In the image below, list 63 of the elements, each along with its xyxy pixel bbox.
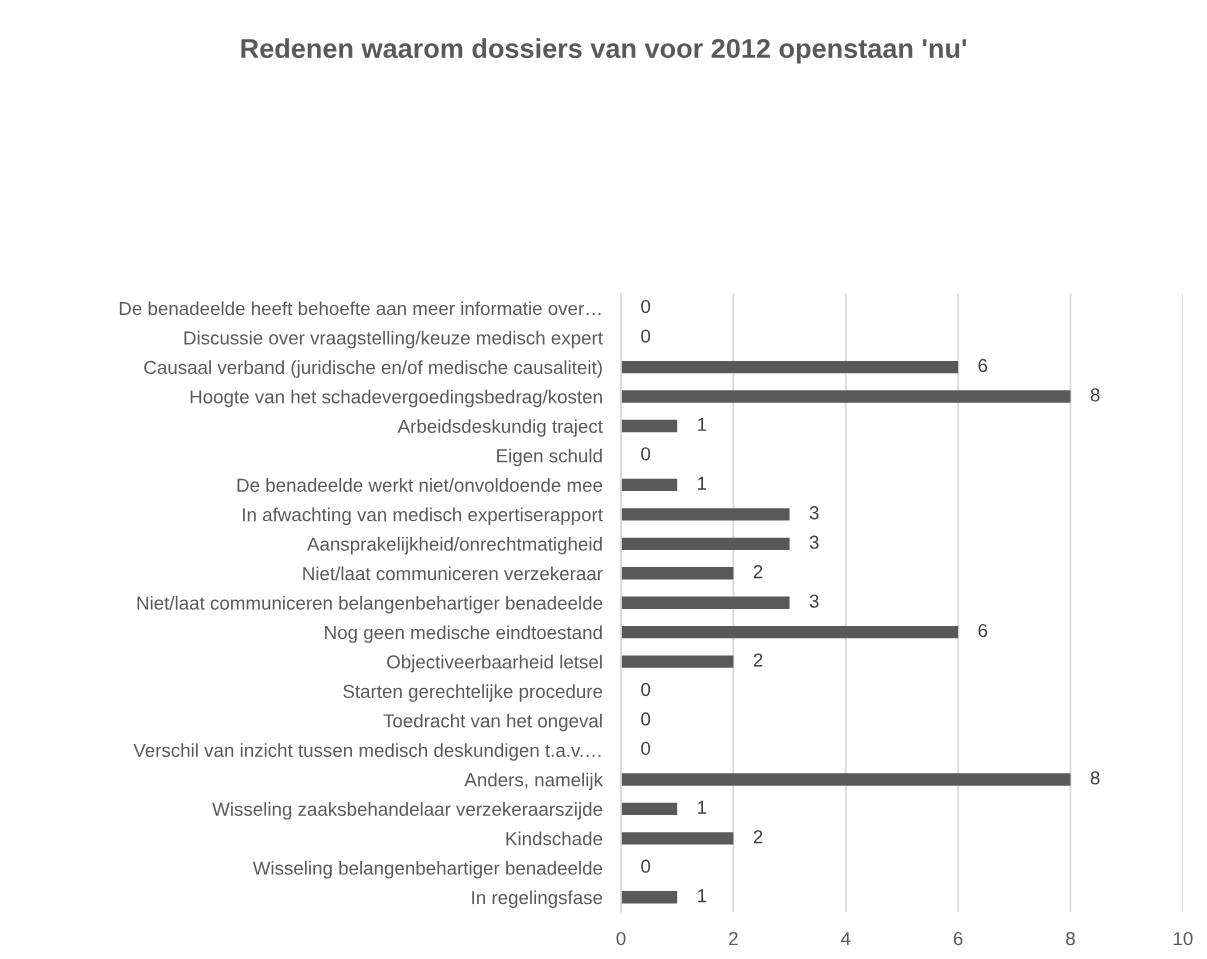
data-label: 0 <box>641 712 651 726</box>
data-label: 8 <box>1090 388 1100 402</box>
y-tick-label: Arbeidsdeskundig traject <box>397 419 603 437</box>
x-tick-label: 2 <box>729 931 738 946</box>
x-tick-label: 0 <box>616 931 626 946</box>
chart-title: Redenen waarom dossiers van voor 2012 openstaan 'nu' <box>241 38 967 64</box>
bar <box>621 596 790 609</box>
y-tick-label: Discussie over vraagstelling/keuze medisch expert <box>184 330 603 349</box>
x-tick-label: 6 <box>953 931 963 946</box>
y-tick-label: Anders, namelijk <box>464 772 603 791</box>
data-label: 2 <box>753 830 763 844</box>
y-tick-label: Wisseling zaaksbehandelaar verzekeraarszijde <box>212 802 603 820</box>
bar <box>621 537 790 551</box>
y-tick-label: De benadeelde werkt niet/onvoldoende mee <box>237 478 603 492</box>
bar <box>621 832 734 845</box>
data-label: 0 <box>641 447 651 461</box>
data-label: 3 <box>809 535 819 549</box>
data-label: 2 <box>753 653 763 667</box>
y-tick-label: Toedracht van het ongeval <box>383 713 602 732</box>
bar <box>621 360 959 374</box>
bar <box>621 567 734 580</box>
y-tick-label: Nog geen medische eindtoestand <box>325 625 602 643</box>
data-label: 1 <box>698 889 707 903</box>
data-label: 0 <box>641 329 651 343</box>
y-tick-label: Starten gerechtelijke procedure <box>343 684 603 702</box>
data-label: 2 <box>753 565 763 579</box>
y-tick-label: In regelingsfase <box>472 890 603 908</box>
bar <box>621 508 790 521</box>
data-label: 6 <box>978 358 988 373</box>
y-tick-label: Objectiveerbaarheid letsel <box>387 654 602 673</box>
data-label: 8 <box>1090 771 1100 785</box>
bar <box>621 891 678 904</box>
y-tick-label: Causaal verband (juridische en/of medische causaliteit) <box>144 360 602 378</box>
y-tick-label: De benadeelde heeft behoefte aan meer informatie over… <box>119 301 601 316</box>
y-tick-label: Kindschade <box>506 831 603 846</box>
data-label: 1 <box>698 800 707 814</box>
data-label: 6 <box>978 623 988 638</box>
x-tick-label: 8 <box>1066 931 1075 946</box>
data-label: 3 <box>809 594 819 608</box>
bar <box>621 419 678 433</box>
y-tick-label: Verschil van inzicht tussen medisch deskundigen t.a.v.… <box>133 743 601 761</box>
y-tick-label: Eigen schuld <box>497 448 602 467</box>
x-tick-label: 4 <box>840 932 851 946</box>
bar <box>621 478 678 492</box>
bar <box>621 655 734 668</box>
data-label: 0 <box>641 299 651 314</box>
y-tick-label: Wisseling belangenbehartiger benadeelde <box>252 861 603 879</box>
y-tick-label: In afwachting van medisch expertiserapport <box>243 507 603 526</box>
y-tick-label: Niet/laat communiceren belangenbehartiger benadeelde <box>137 595 603 614</box>
bar <box>621 802 678 816</box>
y-tick-label: Hoogte van het schadevergoedingsbedrag/kosten <box>190 389 602 408</box>
data-label: 0 <box>641 741 651 756</box>
data-label: 0 <box>641 859 651 873</box>
bar <box>621 773 1071 786</box>
data-label: 1 <box>698 417 707 431</box>
data-label: 0 <box>641 682 651 697</box>
data-label: 1 <box>698 476 707 490</box>
x-tick-label: 10 <box>1173 931 1193 946</box>
y-tick-label: Aansprakelijkheid/onrechtmatigheid <box>306 537 602 555</box>
bar <box>621 390 1071 403</box>
data-label: 3 <box>809 506 819 520</box>
bar <box>621 626 959 639</box>
y-tick-label: Niet/laat communiceren verzekeraar <box>303 566 603 581</box>
